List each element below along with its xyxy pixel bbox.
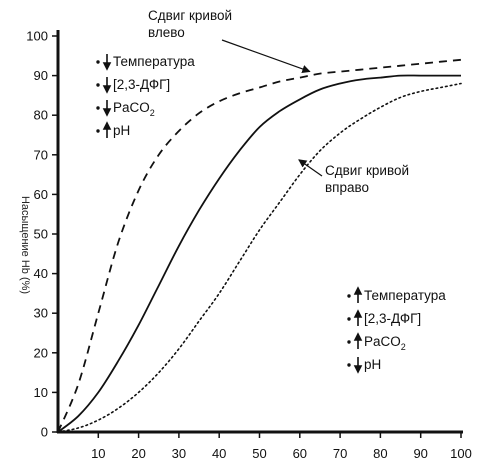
legend-text: PaCO2	[364, 334, 406, 352]
y-tick-label: 20	[34, 345, 48, 360]
x-tick-label: 30	[172, 446, 186, 461]
curve-solid	[57, 74, 461, 433]
x-tick-label: 50	[252, 446, 266, 461]
legend-bullet	[347, 340, 351, 344]
arrow-down-icon	[102, 77, 112, 94]
legend-bullet	[347, 294, 351, 298]
legend-bullet	[96, 106, 100, 110]
legend-text: [2,3-ДФГ]	[364, 311, 421, 326]
annotation-text: Сдвиг кривой	[325, 163, 409, 178]
x-tick-label: 60	[293, 446, 307, 461]
x-tick-label: 10	[91, 446, 105, 461]
legend-text: Температура	[364, 288, 446, 303]
annotation-arrow	[221, 39, 311, 73]
y-tick-label: 50	[34, 227, 48, 242]
y-tick-label: 60	[34, 187, 48, 202]
annotation-text: вправо	[325, 180, 369, 195]
legend-subscript: 2	[150, 108, 155, 118]
legend-bullet	[96, 129, 100, 133]
legend-text: pH	[113, 123, 130, 138]
x-tick-label: 70	[333, 446, 347, 461]
legend-text: [2,3-ДФГ]	[113, 77, 170, 92]
arrow-up-icon	[102, 121, 112, 138]
x-tick-label: 80	[373, 446, 387, 461]
x-ticks: 10 20 30 40 50 60 70 80 90 100	[91, 432, 472, 461]
x-tick-label: 20	[131, 446, 145, 461]
legend-text: pH	[364, 357, 381, 372]
legend-bullet	[96, 60, 100, 64]
legend-left: Температура [2,3-ДФГ] PaCO2 pH	[96, 54, 195, 138]
x-tick-label: 40	[212, 446, 226, 461]
annotation-arrow	[298, 159, 323, 177]
y-tick-label: 80	[34, 108, 48, 123]
curves	[57, 58, 462, 433]
y-tick-label: 100	[26, 29, 48, 44]
legend-bullet	[347, 317, 351, 321]
y-tick-label: 10	[34, 385, 48, 400]
arrow-down-icon	[102, 100, 112, 117]
arrow-down-icon	[353, 357, 363, 374]
x-tick-label: 100	[450, 446, 472, 461]
y-axis-label: Насыщение Hb (%)	[19, 196, 31, 294]
legend-bullet	[347, 363, 351, 367]
arrow-up-icon	[353, 309, 363, 326]
legend-text: Температура	[113, 54, 195, 69]
legend-bullet	[96, 83, 100, 87]
curve-dashed	[57, 58, 462, 433]
y-tick-label: 90	[34, 68, 48, 83]
y-tick-label: 40	[34, 266, 48, 281]
annotation-text: влево	[148, 25, 185, 40]
x-tick-label: 90	[413, 446, 427, 461]
legend-subscript: 2	[401, 342, 406, 352]
legend-right: Температура [2,3-ДФГ] PaCO2 pH	[347, 286, 446, 374]
y-tick-label: 0	[41, 425, 48, 440]
curve-dotted	[57, 82, 462, 433]
y-tick-label: 30	[34, 306, 48, 321]
legend-text: PaCO2	[113, 100, 155, 118]
annotations: Сдвиг кривой влево Сдвиг кривой вправо	[148, 8, 409, 195]
annotation-text: Сдвиг кривой	[148, 8, 232, 23]
arrow-down-icon	[102, 54, 112, 71]
arrow-up-icon	[353, 286, 363, 303]
arrow-up-icon	[353, 332, 363, 349]
y-tick-label: 70	[34, 147, 48, 162]
y-ticks: 0 10 20 30 40 50 60 70 80 90 100	[26, 29, 58, 440]
